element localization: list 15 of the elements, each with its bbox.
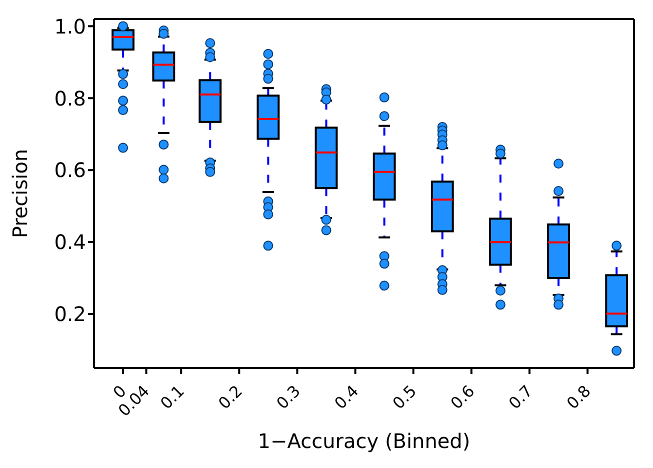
x-tick-label: 0.7: [504, 381, 536, 413]
x-tick-label: 0.3: [272, 381, 304, 413]
y-tick-label: 0.2: [54, 302, 86, 326]
y-tick-label: 0.4: [54, 230, 86, 254]
x-axis-title: 1−Accuracy (Binned): [258, 429, 470, 453]
x-tick-label: 0.2: [214, 381, 246, 413]
x-tick-label: 0.4: [330, 381, 362, 413]
x-tick-label: 0.1: [156, 381, 188, 413]
x-tick-label: 0.5: [388, 381, 420, 413]
y-tick-label: 1.0: [54, 14, 86, 38]
x-tick-label: 0.8: [562, 381, 594, 413]
x-tick-label: 0.6: [446, 381, 478, 413]
y-tick-label: 0.8: [54, 86, 86, 110]
y-tick-label: 0.6: [54, 158, 86, 182]
y-axis-title: Precision: [8, 148, 32, 238]
